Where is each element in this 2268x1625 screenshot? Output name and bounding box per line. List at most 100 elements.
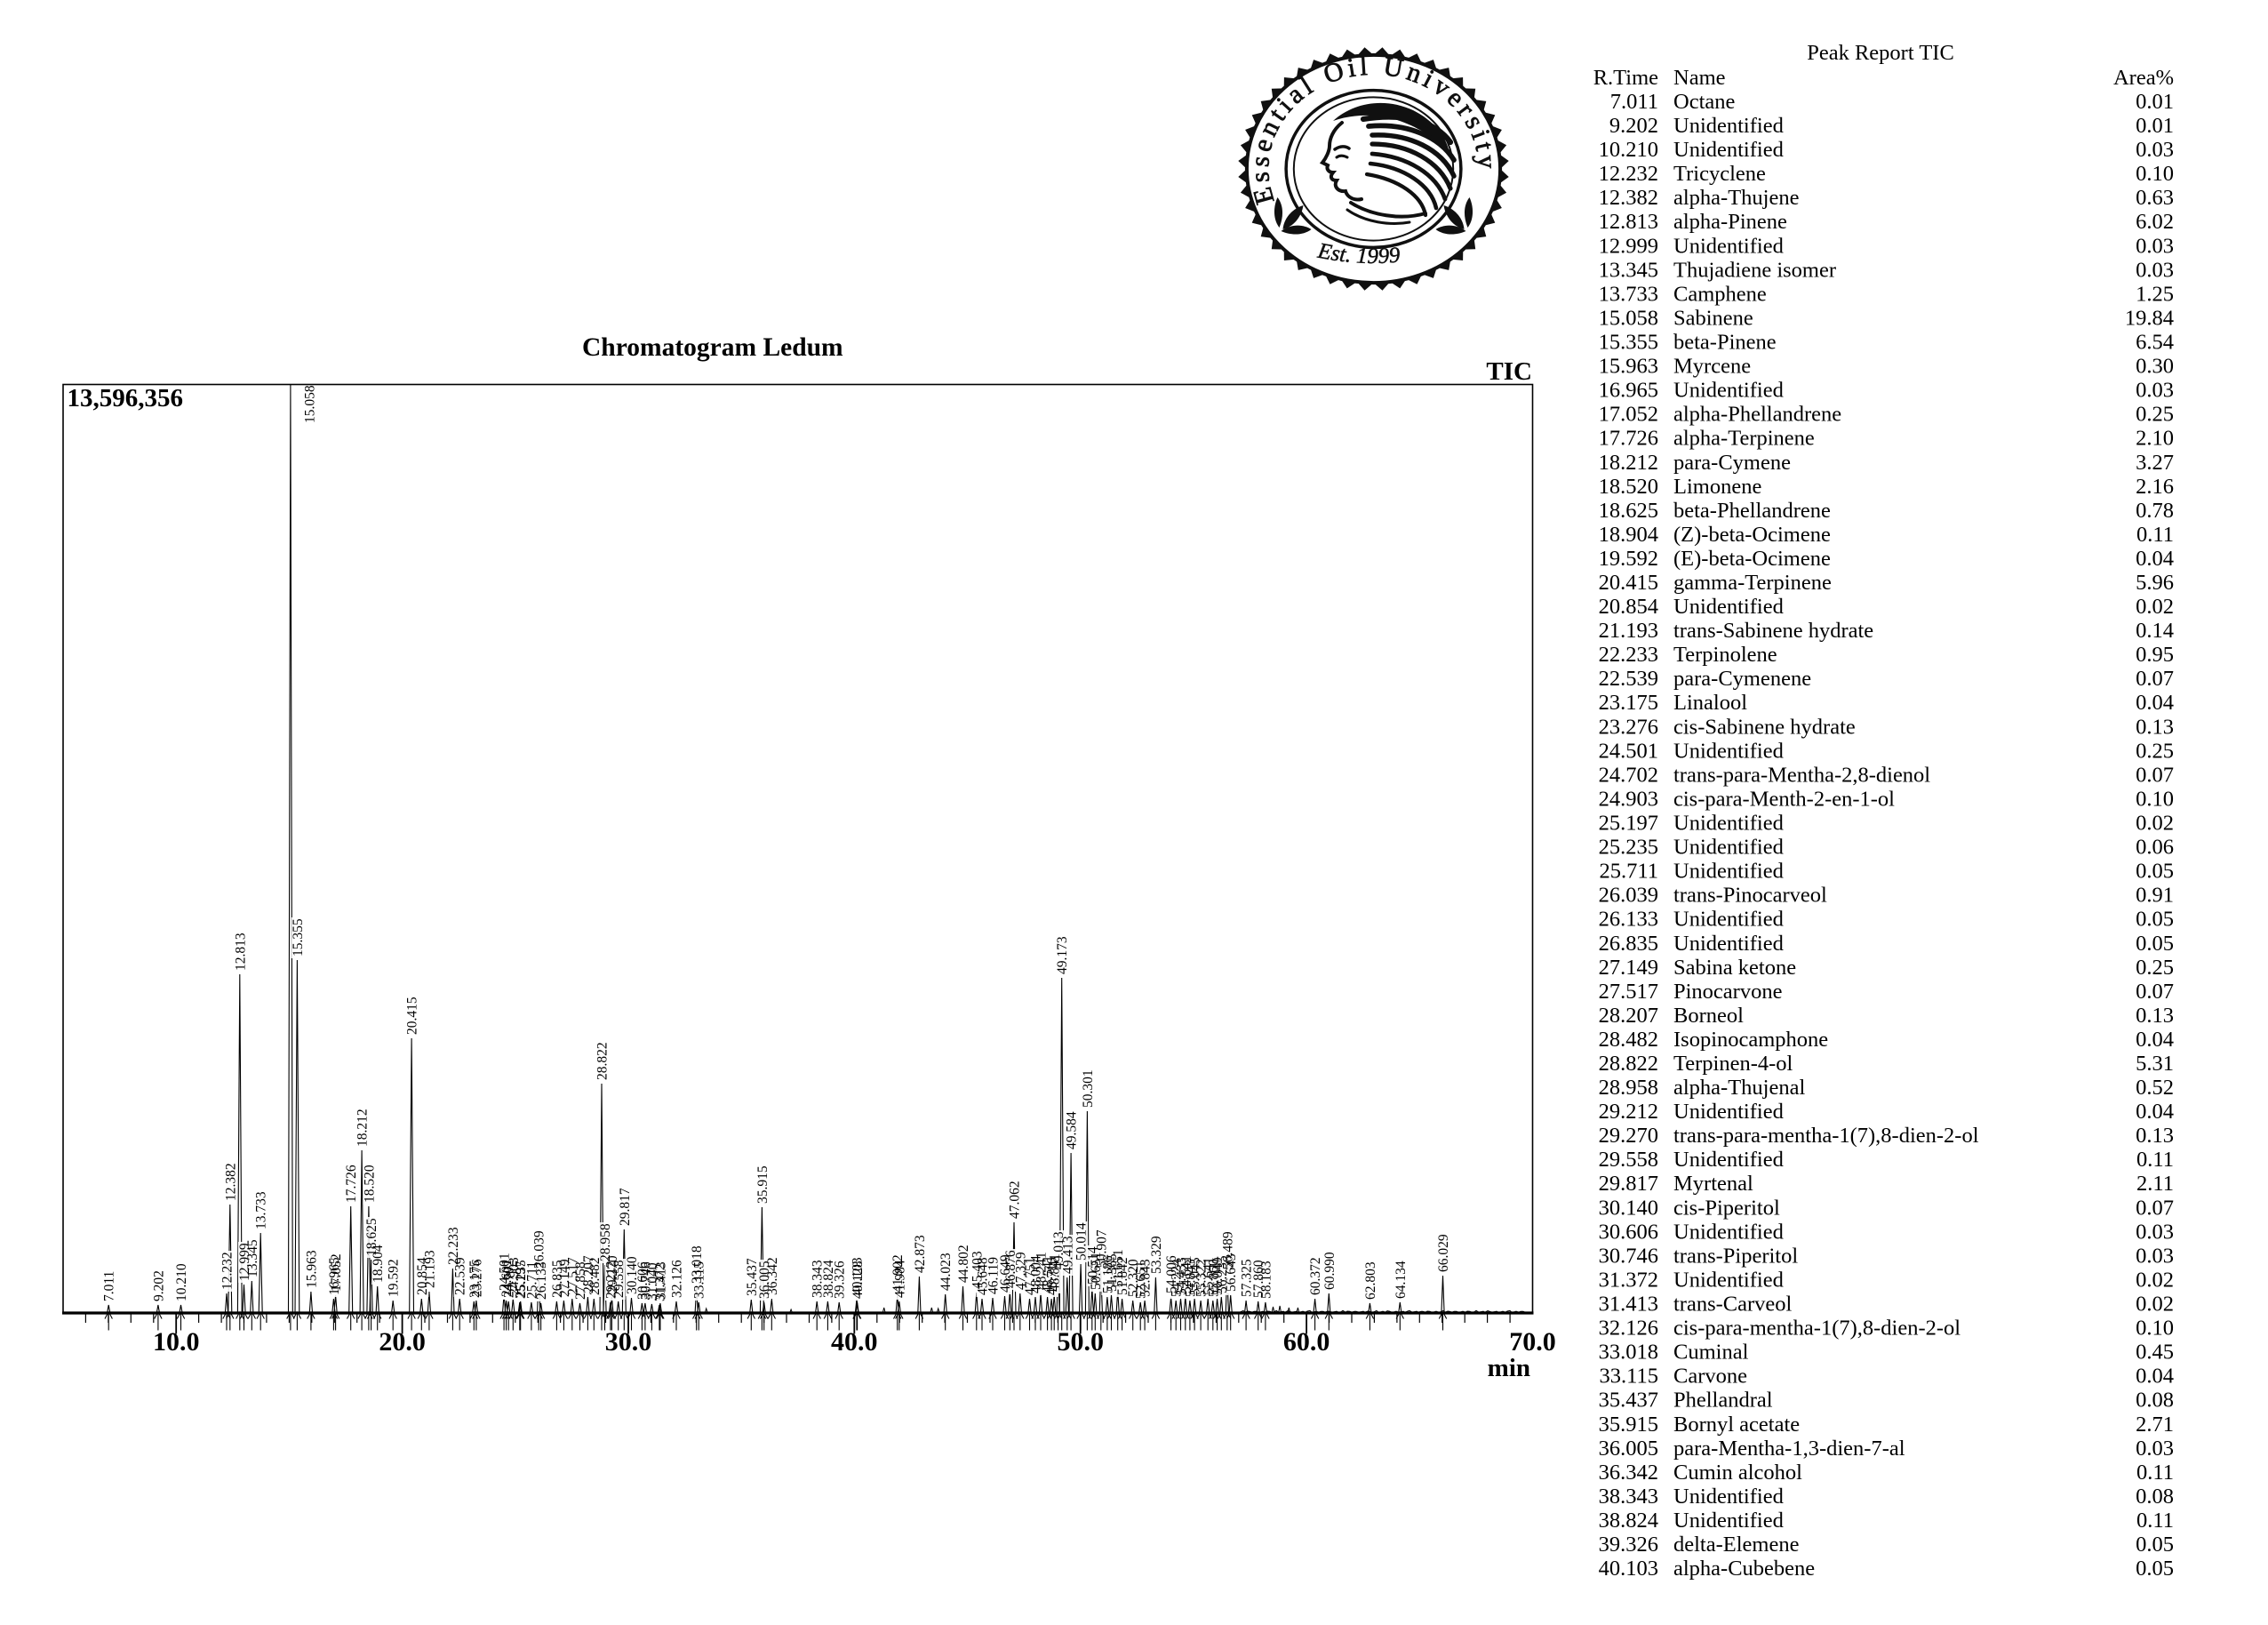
svg-text:delta-Elemene: delta-Elemene [1673,1533,1800,1557]
svg-text:15.355: 15.355 [1599,331,1658,355]
svg-text:32.126: 32.126 [1599,1317,1658,1341]
svg-text:15.058: 15.058 [1599,307,1658,331]
svg-text:Unidentified: Unidentified [1673,595,1784,619]
svg-text:32.126: 32.126 [670,1260,685,1298]
svg-text:2.11: 2.11 [2136,1172,2174,1196]
svg-text:2.16: 2.16 [2136,475,2174,499]
svg-text:23.175: 23.175 [467,1260,483,1298]
svg-text:cis-Sabinene hydrate: cis-Sabinene hydrate [1673,715,1856,739]
svg-text:19.592: 19.592 [1599,547,1658,571]
svg-text:0.07: 0.07 [2136,763,2174,787]
svg-text:52.651: 52.651 [1134,1261,1149,1299]
svg-text:31.040: 31.040 [645,1262,660,1301]
svg-text:alpha-Pinene: alpha-Pinene [1673,210,1787,234]
svg-text:29.817: 29.817 [618,1188,633,1226]
svg-text:0.78: 0.78 [2136,499,2174,523]
svg-text:30.140: 30.140 [1599,1196,1658,1220]
svg-text:0.02: 0.02 [2136,595,2174,619]
svg-text:alpha-Thujenal: alpha-Thujenal [1673,1076,1805,1100]
svg-text:0.11: 0.11 [2136,1509,2174,1533]
svg-text:47.062: 47.062 [1008,1181,1023,1219]
svg-text:19.84: 19.84 [2125,307,2174,331]
svg-text:54.224: 54.224 [1170,1259,1185,1297]
svg-text:0.13: 0.13 [2136,1004,2174,1028]
svg-text:24.903: 24.903 [1599,788,1658,812]
svg-text:31.372: 31.372 [652,1263,667,1301]
svg-text:66.029: 66.029 [1436,1234,1451,1272]
svg-text:0.25: 0.25 [2136,739,2174,763]
svg-text:33.115: 33.115 [1600,1365,1658,1389]
svg-text:R.Time: R.Time [1593,66,1658,90]
svg-text:10.210: 10.210 [1599,138,1658,162]
svg-text:12.232: 12.232 [220,1252,236,1290]
svg-text:28.958: 28.958 [1599,1076,1658,1100]
svg-text:7.011: 7.011 [102,1271,117,1301]
svg-text:25.197: 25.197 [513,1261,528,1299]
svg-text:31.372: 31.372 [1599,1269,1658,1293]
svg-text:56.049: 56.049 [1210,1257,1226,1295]
svg-text:45.648: 45.648 [976,1257,991,1295]
svg-text:22.233: 22.233 [1599,643,1658,667]
svg-text:cis-Piperitol: cis-Piperitol [1673,1196,1780,1220]
svg-text:0.03: 0.03 [2136,258,2174,282]
svg-text:27.149: 27.149 [557,1259,572,1297]
svg-text:24.702: 24.702 [1599,763,1658,787]
svg-text:Isopinocamphone: Isopinocamphone [1673,1028,1828,1052]
svg-text:0.06: 0.06 [2136,836,2174,860]
svg-text:26.039: 26.039 [1599,884,1658,908]
svg-text:49.173: 49.173 [1055,936,1070,974]
svg-text:55.045: 55.045 [1188,1257,1203,1295]
svg-text:18.904: 18.904 [371,1245,386,1283]
svg-text:55.860: 55.860 [1206,1259,1221,1297]
svg-text:2.10: 2.10 [2136,427,2174,451]
svg-text:24.702: 24.702 [502,1260,517,1298]
svg-text:0.03: 0.03 [2136,138,2174,162]
svg-text:20.0: 20.0 [379,1327,426,1357]
svg-text:20.854: 20.854 [415,1257,430,1295]
svg-text:22.539: 22.539 [1599,667,1658,691]
svg-text:17.726: 17.726 [344,1165,359,1203]
svg-text:13.733: 13.733 [254,1191,269,1229]
svg-text:3.27: 3.27 [2136,451,2174,475]
svg-text:50.651: 50.651 [1089,1252,1104,1290]
svg-text:Unidentified: Unidentified [1673,1220,1784,1244]
svg-text:25.235: 25.235 [1599,836,1658,860]
svg-text:56.643: 56.643 [1224,1253,1239,1292]
svg-text:18.212: 18.212 [355,1109,371,1147]
svg-text:23.276: 23.276 [469,1259,484,1297]
svg-text:0.01: 0.01 [2136,90,2174,114]
svg-text:0.05: 0.05 [2136,932,2174,956]
svg-text:cis-para-mentha-1(7),8-dien-2-: cis-para-mentha-1(7),8-dien-2-ol [1673,1317,1961,1341]
svg-text:Unidentified: Unidentified [1673,1148,1784,1172]
svg-text:Name: Name [1673,66,1726,90]
svg-text:70.0: 70.0 [1509,1327,1556,1357]
svg-text:para-Mentha-1,3-dien-7-al: para-Mentha-1,3-dien-7-al [1673,1437,1905,1461]
svg-text:23.276: 23.276 [1599,715,1658,739]
svg-text:13.733: 13.733 [1599,282,1658,306]
svg-text:50.0: 50.0 [1057,1327,1104,1357]
svg-text:35.915: 35.915 [1599,1413,1658,1437]
svg-text:18.625: 18.625 [364,1218,379,1256]
svg-text:Unidentified: Unidentified [1673,836,1784,860]
svg-text:13,596,356: 13,596,356 [68,384,184,412]
svg-text:0.08: 0.08 [2136,1389,2174,1413]
svg-text:28.482: 28.482 [1599,1028,1658,1052]
svg-text:trans-Sabinene hydrate: trans-Sabinene hydrate [1673,619,1873,643]
svg-text:17.052: 17.052 [329,1253,344,1292]
svg-text:12.382: 12.382 [1599,186,1658,210]
svg-text:(Z)-beta-Ocimene: (Z)-beta-Ocimene [1673,523,1831,547]
svg-text:Sabina ketone: Sabina ketone [1673,956,1796,980]
svg-text:0.04: 0.04 [2136,547,2174,571]
svg-text:53.329: 53.329 [1149,1236,1164,1274]
svg-text:52.843: 52.843 [1138,1259,1154,1297]
svg-text:Myrtenal: Myrtenal [1673,1172,1753,1196]
svg-text:Terpinolene: Terpinolene [1673,643,1777,667]
svg-text:24.601: 24.601 [499,1259,515,1297]
svg-text:30.140: 30.140 [625,1256,640,1294]
svg-text:0.45: 0.45 [2136,1341,2174,1365]
svg-text:55.641: 55.641 [1202,1257,1217,1295]
svg-text:18.625: 18.625 [1599,499,1658,523]
svg-text:50.014: 50.014 [1074,1222,1090,1261]
svg-text:0.03: 0.03 [2136,1244,2174,1268]
svg-text:Unidentified: Unidentified [1673,138,1784,162]
